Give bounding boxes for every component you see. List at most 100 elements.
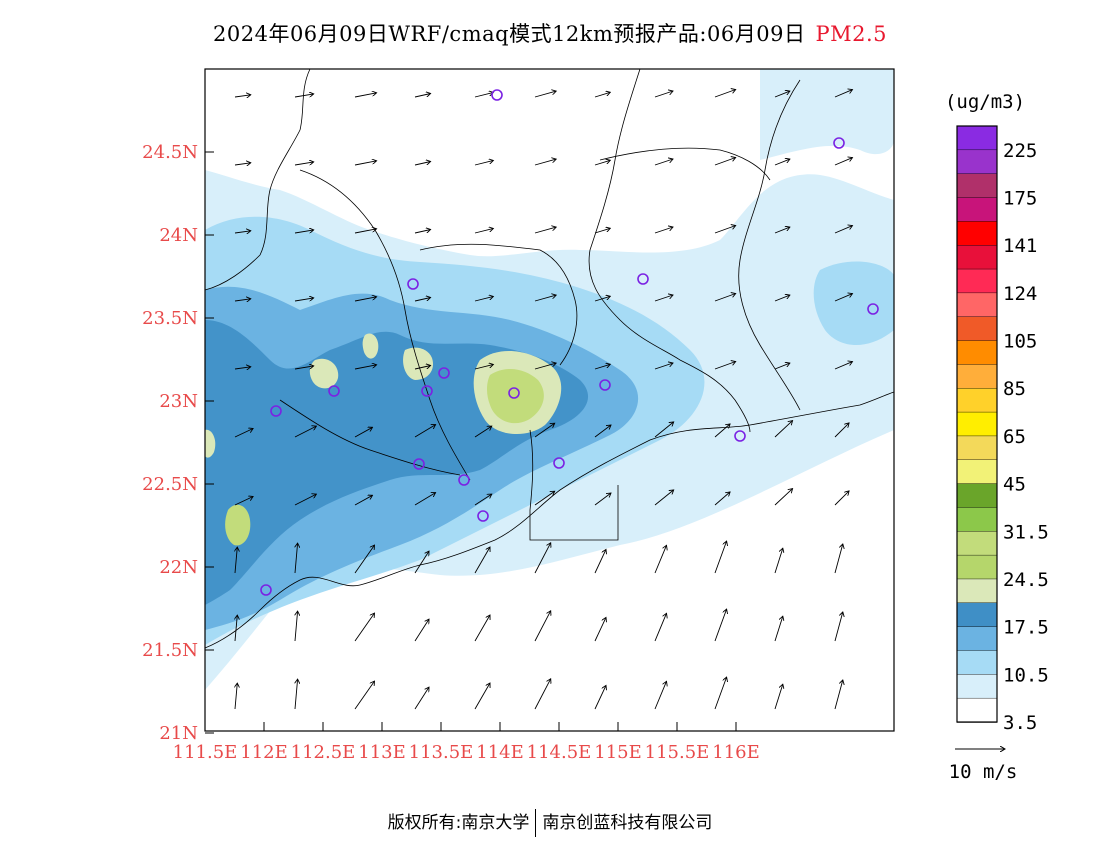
wind-arrow <box>534 227 556 234</box>
colorbar-segment <box>956 435 998 461</box>
wind-arrow <box>594 549 606 574</box>
station-marker <box>491 89 503 101</box>
lon-label: 114.5E <box>527 742 592 763</box>
wind-arrow <box>294 162 314 166</box>
wind-arrow <box>654 91 673 98</box>
wind-arrow <box>414 619 429 642</box>
colorbar-segment <box>956 244 998 270</box>
wind-arrow <box>474 228 493 234</box>
wind-arrow <box>414 687 429 710</box>
map-frame <box>204 68 895 732</box>
wind-arrow <box>234 299 251 301</box>
colorbar-segment <box>956 173 998 199</box>
colorbar-segment <box>956 697 998 723</box>
lon-label: 116E <box>712 742 760 763</box>
wind-arrow <box>354 365 377 370</box>
wind-arrow <box>834 491 849 506</box>
monitoring-stations <box>260 89 879 596</box>
hotspot-area <box>205 429 216 458</box>
station-marker <box>833 137 845 149</box>
wind-arrow <box>474 615 490 642</box>
colorbar-frame <box>956 125 998 723</box>
wind-arrow <box>714 226 736 234</box>
wind-arrow <box>354 93 377 98</box>
colorbar-segment <box>956 292 998 318</box>
colorbar-segment <box>956 316 998 342</box>
title-main: 2024年06月09日WRF/cmaq模式12km预报产品:06月09日 <box>213 22 806 46</box>
wind-arrow <box>714 362 736 370</box>
wind-arrow <box>594 160 610 166</box>
low-concentration-area <box>205 69 894 257</box>
wind-arrow <box>294 298 314 302</box>
colorbar-segment <box>956 650 998 676</box>
lon-label: 112.5E <box>291 742 356 763</box>
wind-arrow <box>354 229 377 234</box>
colorbar-segment <box>956 626 998 652</box>
wind-arrow <box>714 677 727 710</box>
wind-arrow <box>774 295 790 302</box>
wind-arrow <box>354 681 375 710</box>
lat-label: 24.5N <box>142 142 198 163</box>
district-border <box>599 147 771 181</box>
lat-label: 21N <box>159 723 198 744</box>
wind-arrow <box>534 491 555 506</box>
colorbar: 225 175 141 124 105 85 65 45 31.5 24.5 17.5 10.5 3.5 <box>956 125 1049 734</box>
colorbar-label: 45 <box>1003 474 1026 496</box>
wind-arrow <box>294 94 314 98</box>
wind-arrow <box>714 90 736 98</box>
wind-arrow <box>774 421 793 438</box>
colorbar-segment <box>956 674 998 699</box>
station-marker <box>328 385 340 397</box>
wind-arrow <box>294 366 314 370</box>
wind-arrow <box>594 425 611 438</box>
wind-arrow <box>474 364 493 370</box>
wind-arrow <box>414 366 431 370</box>
wind-arrow <box>294 494 316 506</box>
colorbar-label: 225 <box>1003 140 1037 162</box>
colorbar-segment <box>956 411 998 437</box>
station-marker <box>421 385 433 397</box>
wind-arrow <box>714 294 736 302</box>
wind-arrow <box>235 547 237 574</box>
wind-arrow <box>354 613 375 642</box>
wind-arrow <box>774 159 790 166</box>
province-border <box>204 68 311 291</box>
lon-label: 114E <box>476 742 524 763</box>
wind-arrow <box>474 160 493 166</box>
wind-arrow <box>834 423 849 438</box>
wind-arrow <box>414 425 436 438</box>
wind-arrow <box>714 541 727 574</box>
colorbar-label: 124 <box>1003 283 1037 305</box>
lat-label: 21.5N <box>142 640 198 661</box>
wind-arrow <box>414 298 431 302</box>
wind-vector-layer <box>235 90 853 710</box>
wind-arrow <box>594 685 606 710</box>
wind-arrow <box>774 227 790 234</box>
station-marker <box>553 457 565 469</box>
colorbar-segment <box>956 602 998 628</box>
wind-arrow <box>234 95 251 97</box>
wind-arrow <box>594 493 611 506</box>
footer-separator <box>535 809 537 837</box>
lon-label: 115.5E <box>645 742 710 763</box>
station-marker <box>599 379 611 391</box>
wind-arrow <box>414 94 431 98</box>
wind-arrow <box>534 543 551 574</box>
wind-arrow <box>774 363 790 370</box>
wind-arrow <box>714 424 730 438</box>
wind-arrow <box>474 547 490 574</box>
copyright-left: 版权所有:南京大学 <box>387 813 530 833</box>
low-concentration-area <box>205 430 894 731</box>
station-marker <box>458 474 470 486</box>
wind-arrow <box>714 492 730 506</box>
lon-label: 113.5E <box>409 742 474 763</box>
colorbar-label: 175 <box>1003 188 1037 210</box>
station-marker <box>270 405 282 417</box>
colorbar-segment <box>956 364 998 389</box>
colorbar-segment <box>956 388 998 413</box>
wind-arrow <box>294 426 316 438</box>
wind-arrow <box>774 548 783 574</box>
station-marker <box>407 278 419 290</box>
colorbar-segment <box>956 197 998 223</box>
station-marker <box>260 584 272 596</box>
